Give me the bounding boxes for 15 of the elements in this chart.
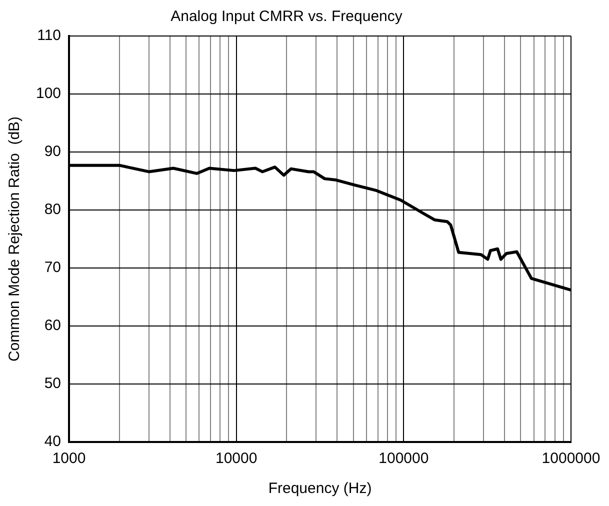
y-tick-label: 110	[37, 27, 62, 44]
x-tick-label: 10000	[215, 450, 258, 468]
y-tick-label: 50	[44, 375, 62, 392]
x-tick-label: 1000000	[542, 450, 600, 468]
y-tick-label: 100	[36, 85, 62, 102]
x-tick-label: 1000	[52, 450, 86, 468]
y-tick-label: 90	[44, 143, 62, 160]
y-tick-label: 70	[44, 259, 62, 276]
y-axis-title: Common Mode Rejection Ratio (dB)	[6, 116, 24, 362]
chart-title: Analog Input CMRR vs. Frequency	[170, 8, 403, 26]
x-tick-label: 100000	[378, 450, 429, 468]
y-tick-label: 80	[44, 201, 62, 218]
y-tick-label: 60	[44, 317, 62, 334]
x-axis-title: Frequency (Hz)	[268, 480, 372, 498]
y-tick-label: 40	[44, 433, 62, 450]
